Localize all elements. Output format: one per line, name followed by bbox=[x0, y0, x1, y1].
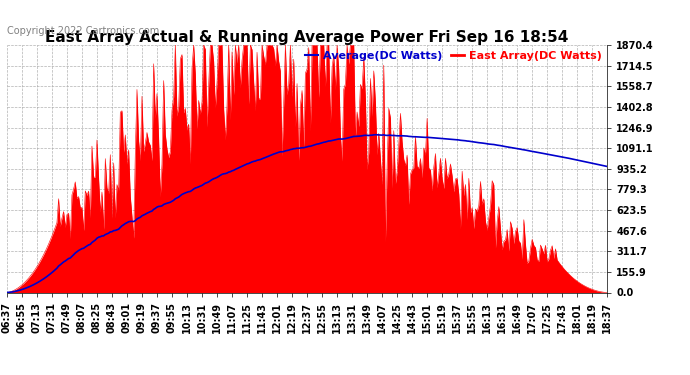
Text: Copyright 2022 Cartronics.com: Copyright 2022 Cartronics.com bbox=[7, 26, 159, 36]
Title: East Array Actual & Running Average Power Fri Sep 16 18:54: East Array Actual & Running Average Powe… bbox=[46, 30, 569, 45]
Legend: Average(DC Watts), East Array(DC Watts): Average(DC Watts), East Array(DC Watts) bbox=[305, 51, 602, 60]
